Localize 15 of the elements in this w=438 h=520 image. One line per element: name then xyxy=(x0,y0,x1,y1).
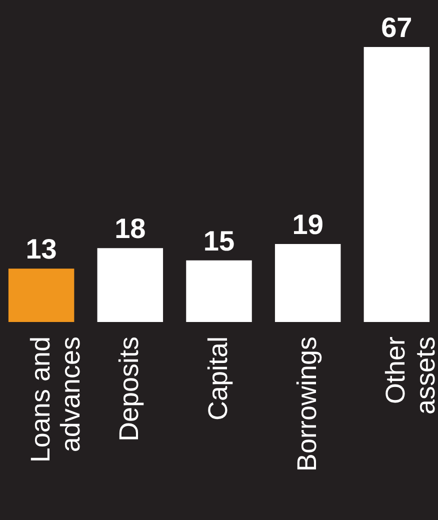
bar xyxy=(8,268,74,322)
data-label: 67 xyxy=(381,12,412,43)
data-label: 13 xyxy=(26,234,57,265)
x-tick-label: Borrowings xyxy=(292,336,322,472)
bar xyxy=(97,248,164,322)
bar xyxy=(186,260,252,322)
x-tick-label: Deposits xyxy=(114,336,144,442)
x-tick-label: Loans and advances xyxy=(25,336,86,463)
bar xyxy=(274,244,341,322)
data-label: 18 xyxy=(114,213,146,244)
x-tick-label: Other assets xyxy=(380,336,438,415)
bar xyxy=(364,47,430,322)
data-label: 15 xyxy=(203,225,235,256)
x-tick-label: Capital xyxy=(203,336,233,421)
data-label: 19 xyxy=(292,209,324,240)
